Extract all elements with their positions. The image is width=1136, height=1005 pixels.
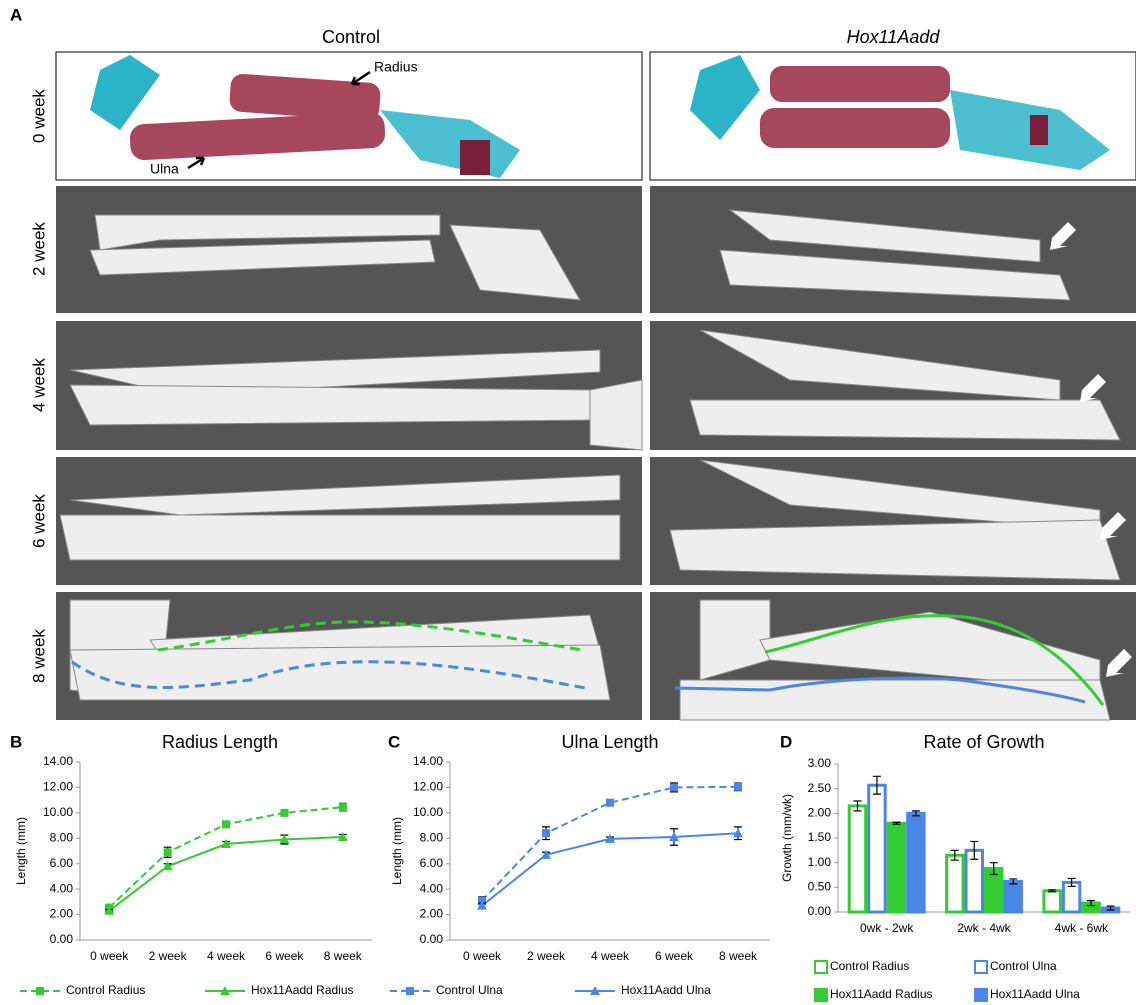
y-tick-label: 0.00 — [50, 932, 74, 946]
x-tick-label: 2wk - 4wk — [957, 921, 1011, 935]
bar — [1044, 891, 1060, 912]
row-label: 8 week — [29, 629, 48, 683]
ct-images — [56, 186, 1136, 720]
data-point — [222, 820, 230, 828]
annotation: Radius — [374, 59, 418, 75]
legend-label: Hox11Aadd Radius — [251, 983, 354, 997]
y-tick-label: 2.50 — [808, 781, 832, 795]
y-tick-label: 2.00 — [50, 907, 74, 921]
legend-label: Control Ulna — [990, 959, 1057, 973]
data-point — [734, 783, 742, 791]
y-tick-label: 10.00 — [413, 805, 443, 819]
x-tick-label: 4 week — [207, 949, 246, 963]
y-tick-label: 0.00 — [808, 904, 832, 918]
x-tick-label: 2 week — [527, 949, 566, 963]
panel-label: D — [780, 732, 792, 751]
y-tick-label: 4.00 — [50, 881, 74, 895]
y-tick-label: 14.00 — [43, 754, 73, 768]
row-label: 0 week — [29, 89, 48, 143]
row-label: 6 week — [29, 494, 48, 548]
y-tick-label: 0.50 — [808, 880, 832, 894]
y-tick-label: 8.00 — [420, 830, 444, 844]
data-line — [482, 833, 738, 905]
panel-label: C — [388, 732, 400, 751]
data-point — [339, 803, 347, 811]
chart-title: Rate of Growth — [923, 732, 1044, 752]
legend-label: Hox11Aadd Ulna — [990, 987, 1080, 1001]
y-tick-label: 6.00 — [50, 856, 74, 870]
x-tick-label: 8 week — [719, 949, 758, 963]
bar — [849, 806, 865, 912]
x-tick-label: 6 week — [265, 949, 304, 963]
legend-label: Hox11Aadd Radius — [830, 987, 933, 1001]
bar — [908, 813, 924, 912]
y-tick-label: 10.00 — [43, 805, 73, 819]
x-tick-label: 4 week — [591, 949, 630, 963]
x-tick-label: 0wk - 2wk — [860, 921, 914, 935]
legend-swatch — [815, 961, 827, 973]
y-tick-label: 0.00 — [420, 932, 444, 946]
y-tick-label: 12.00 — [43, 780, 73, 794]
legend-marker — [406, 987, 414, 995]
bar — [1005, 881, 1021, 912]
legend-label: Control Radius — [830, 959, 909, 973]
x-tick-label: 8 week — [324, 949, 363, 963]
data-point — [542, 829, 550, 837]
y-tick-label: 12.00 — [413, 780, 443, 794]
y-tick-label: 1.00 — [808, 855, 832, 869]
chart-title: Radius Length — [162, 732, 278, 752]
panel-label: A — [10, 5, 22, 24]
y-axis-title: Growth (mm/wk) — [780, 794, 794, 882]
y-tick-label: 2.00 — [808, 806, 832, 820]
legend-label: Control Ulna — [436, 983, 503, 997]
x-tick-label: 2 week — [149, 949, 188, 963]
data-point — [606, 799, 614, 807]
bar — [869, 785, 885, 912]
y-tick-label: 8.00 — [50, 830, 74, 844]
y-tick-label: 6.00 — [420, 856, 444, 870]
column-title: Control — [322, 27, 380, 47]
bar — [947, 855, 963, 912]
y-axis-title: Length (mm) — [14, 817, 28, 885]
legend-label: Control Radius — [66, 983, 145, 997]
x-tick-label: 6 week — [655, 949, 694, 963]
data-point — [280, 809, 288, 817]
panel-label: B — [10, 732, 22, 751]
bar — [888, 823, 904, 912]
row-label: 2 week — [29, 222, 48, 276]
annotation: Ulna — [150, 161, 179, 177]
figure: A Control Hox11Aadd Radius Ulna — [0, 0, 1136, 1005]
x-tick-label: 0 week — [90, 949, 129, 963]
legend-marker — [36, 987, 44, 995]
data-point — [670, 783, 678, 791]
page: A Control Hox11Aadd Radius Ulna — [0, 0, 1136, 1005]
y-tick-label: 14.00 — [413, 754, 443, 768]
data-point — [164, 848, 172, 856]
chart-title: Ulna Length — [561, 732, 658, 752]
legend-swatch — [815, 989, 827, 1001]
legend-swatch — [975, 989, 987, 1001]
legend-label: Hox11Aadd Ulna — [621, 983, 711, 997]
row-label: 4 week — [29, 358, 48, 412]
y-tick-label: 3.00 — [808, 756, 832, 770]
column-title: Hox11Aadd — [847, 27, 941, 47]
y-tick-label: 2.00 — [420, 907, 444, 921]
y-axis-title: Length (mm) — [390, 817, 404, 885]
y-tick-label: 1.50 — [808, 830, 832, 844]
legend-swatch — [975, 961, 987, 973]
x-tick-label: 4wk - 6wk — [1055, 921, 1109, 935]
y-tick-label: 4.00 — [420, 881, 444, 895]
x-tick-label: 0 week — [463, 949, 502, 963]
